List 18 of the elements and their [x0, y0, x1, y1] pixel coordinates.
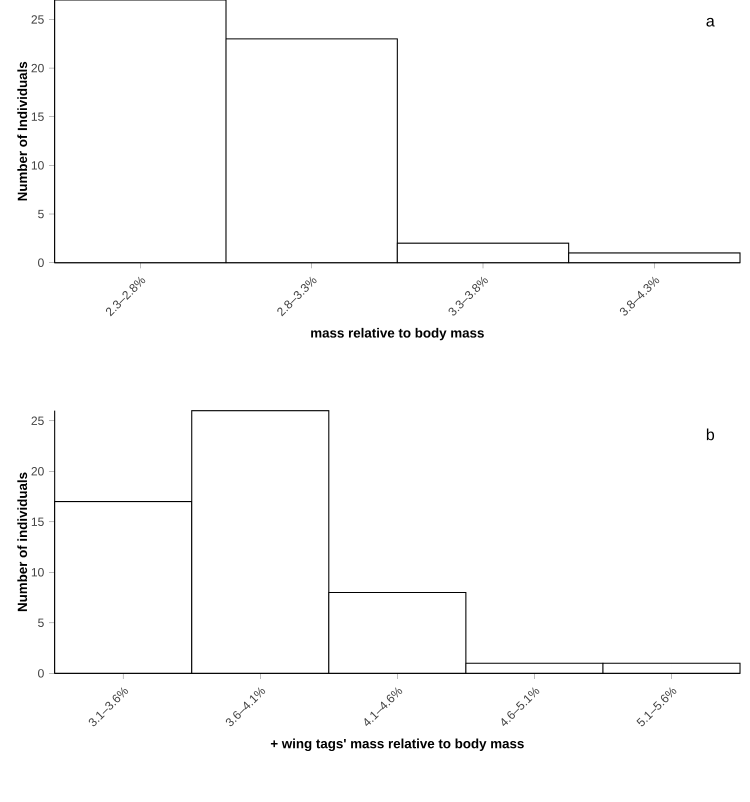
y-tick-label: 10	[32, 568, 44, 577]
annotation: b	[706, 428, 714, 440]
y-tick-label: 10	[32, 161, 44, 170]
y-tick-label: 15	[32, 518, 44, 526]
y-axis-title: Number of individuals	[17, 472, 28, 612]
y-tick-label: 0	[38, 258, 44, 267]
y-tick-label: 5	[38, 618, 44, 628]
annotation: a	[706, 18, 715, 27]
x-axis-title: + wing tags' mass relative to body mass	[270, 738, 524, 752]
x-axis-title: mass relative to body mass	[311, 328, 484, 340]
y-tick-label: 5	[38, 210, 44, 218]
y-axis-title: Number of Individuals	[17, 62, 28, 200]
y-tick-label: 20	[32, 64, 44, 72]
y-tick-label: 0	[38, 669, 44, 678]
y-tick-label: 25	[32, 15, 44, 24]
y-tick-label: 15	[32, 112, 44, 121]
y-tick-label: 20	[32, 467, 44, 476]
y-tick-label: 25	[32, 416, 44, 426]
